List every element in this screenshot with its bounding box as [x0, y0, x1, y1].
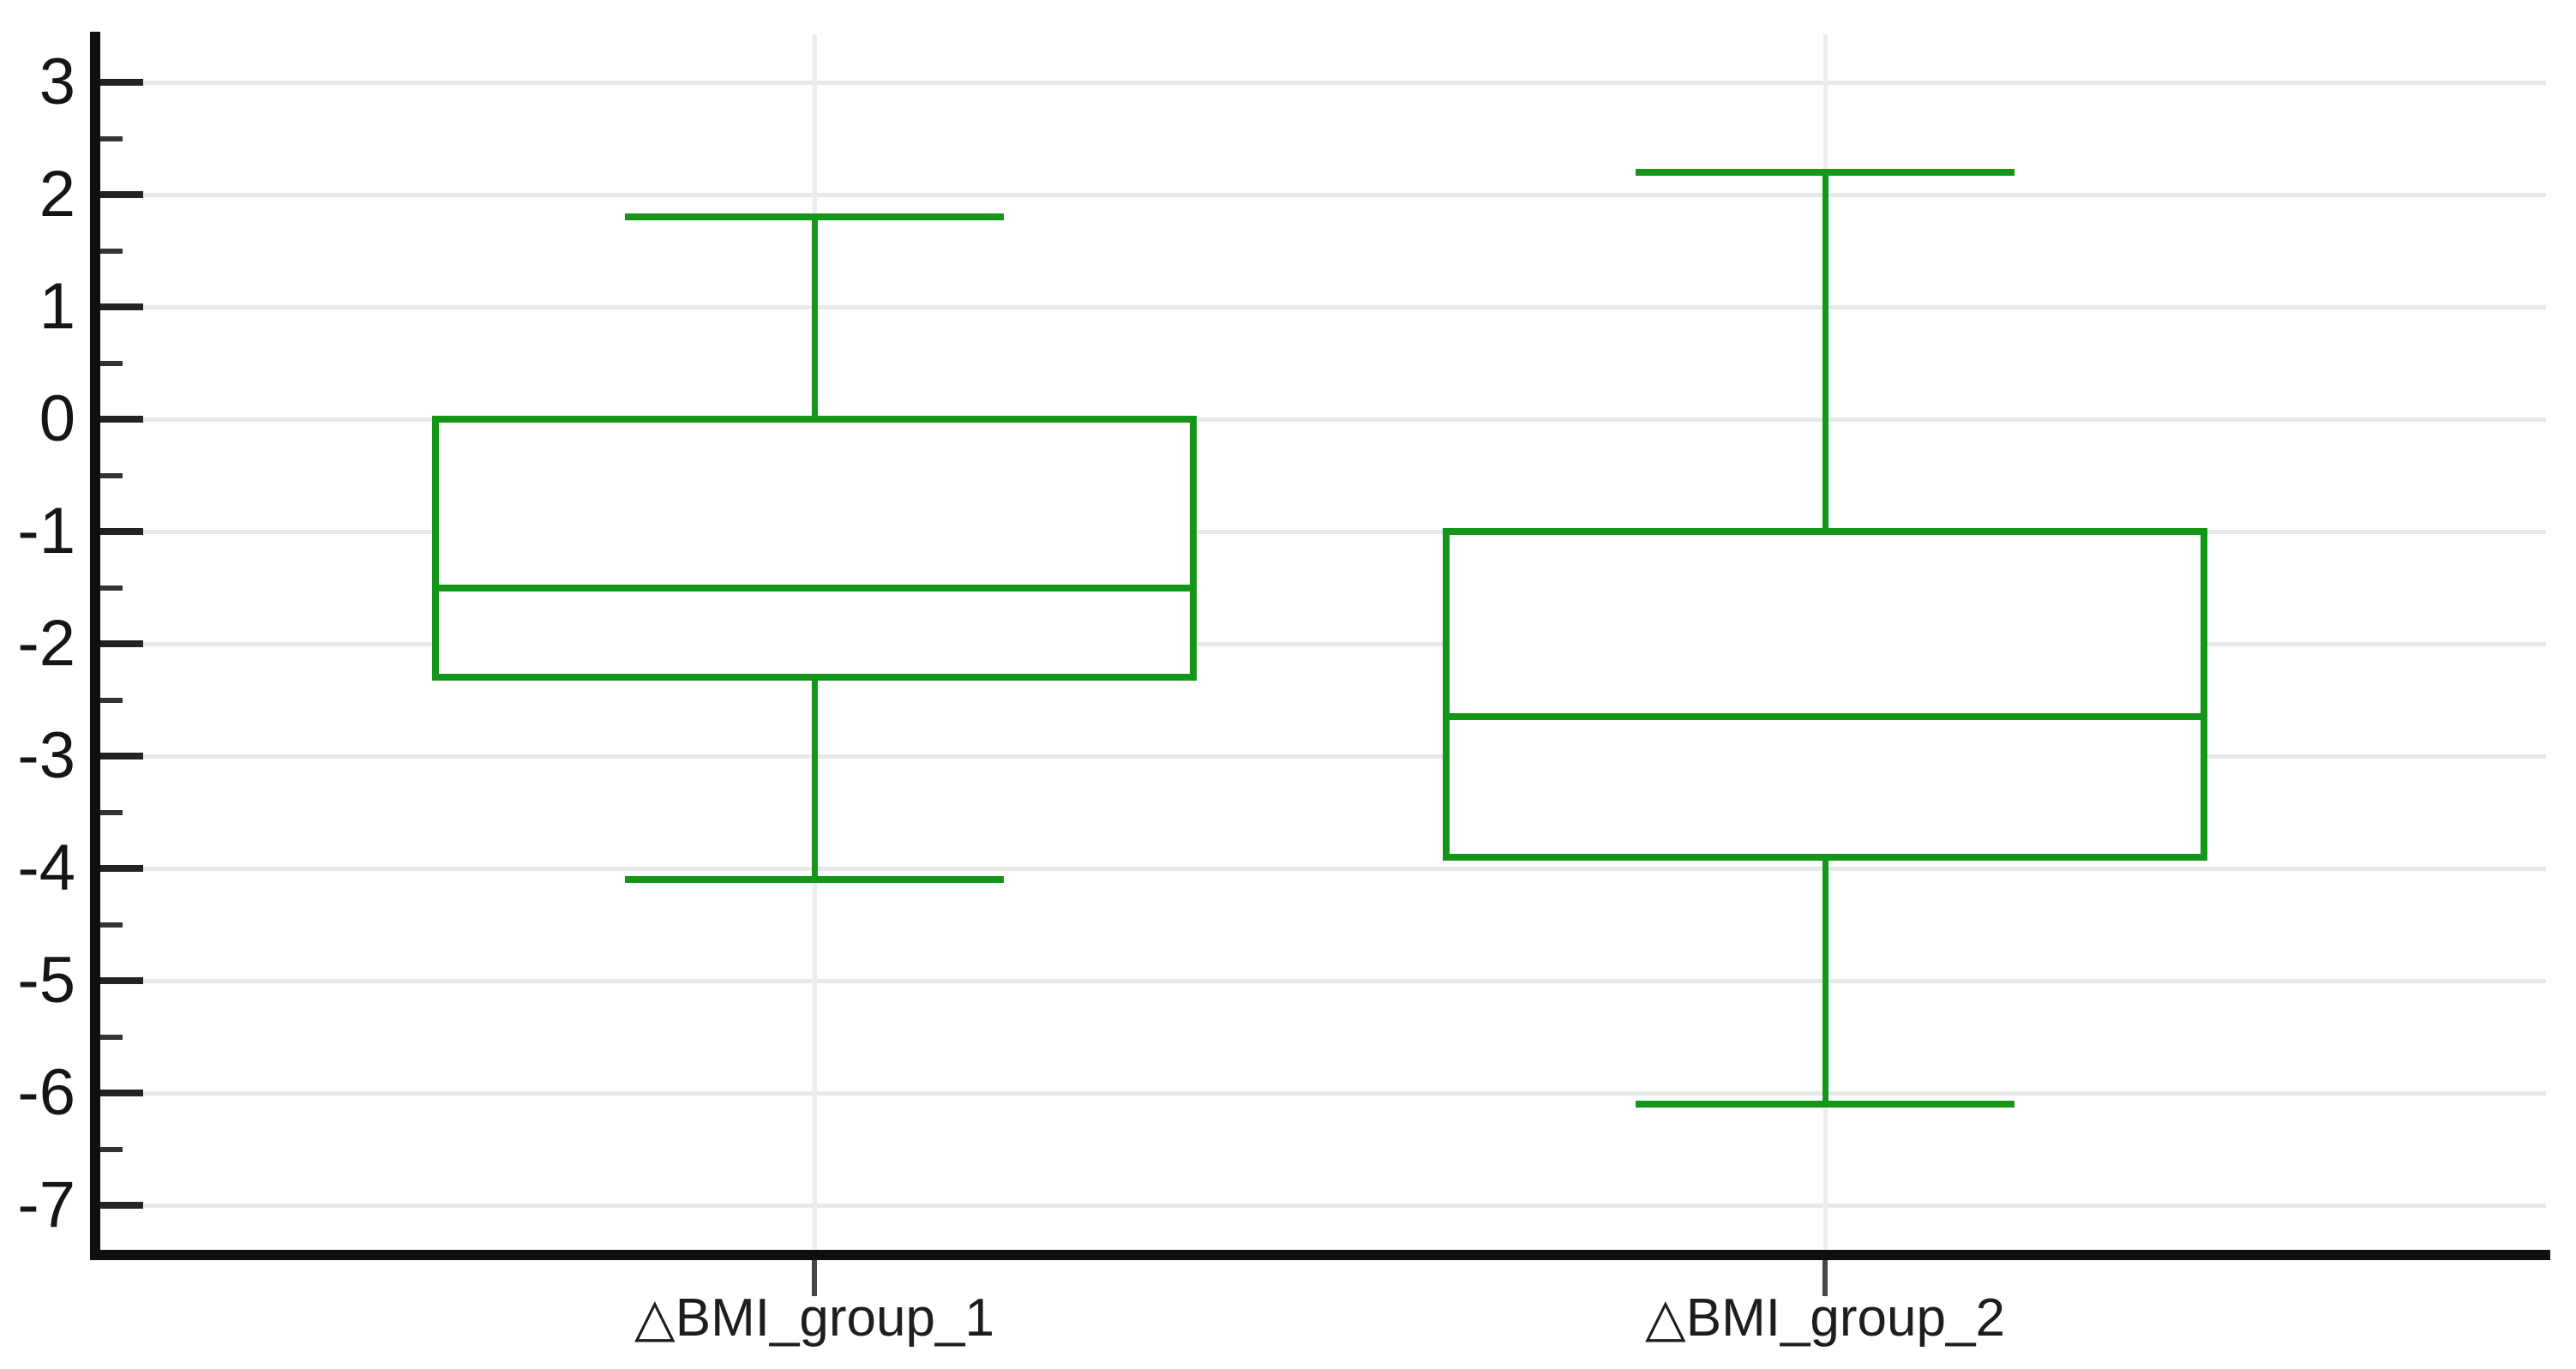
median-line	[1443, 713, 2207, 721]
x-axis-category-tick	[1822, 1260, 1828, 1296]
y-axis-tick-label: 2	[39, 158, 75, 231]
y-axis-tick-label: -5	[17, 944, 75, 1017]
y-axis-major-tick	[100, 528, 143, 535]
y-axis-minor-tick	[100, 585, 123, 591]
whisker-upper-cap	[1636, 168, 2015, 176]
whisker-upper-cap	[625, 213, 1004, 221]
iqr-box	[1443, 528, 2207, 861]
y-axis-tick-label: -7	[17, 1168, 75, 1241]
h-gridline	[100, 305, 2546, 309]
y-axis-tick-label: 1	[39, 270, 75, 343]
y-axis-minor-tick	[100, 809, 123, 815]
y-axis-minor-tick	[100, 360, 123, 366]
y-axis-major-tick	[100, 416, 143, 423]
y-axis-major-tick	[100, 303, 143, 310]
y-axis-major-tick	[100, 865, 143, 872]
x-axis-label-group-2: △BMI_group_2	[1645, 1288, 2005, 1348]
y-axis-minor-tick	[100, 1034, 123, 1040]
y-axis-major-tick	[100, 977, 143, 984]
y-axis-major-tick	[100, 640, 143, 647]
whisker-lower-stem	[812, 677, 818, 880]
median-line	[432, 584, 1197, 591]
y-axis-minor-tick	[100, 472, 123, 478]
h-gridline	[100, 979, 2546, 983]
h-gridline	[100, 530, 2546, 534]
h-gridline	[100, 754, 2546, 759]
y-axis-minor-tick	[100, 697, 123, 703]
h-gridline	[100, 642, 2546, 646]
h-gridline	[100, 193, 2546, 197]
y-axis-tick-label: -4	[17, 832, 75, 904]
y-axis-tick-label: 3	[39, 45, 75, 118]
y-axis-minor-tick	[100, 922, 123, 928]
x-axis-category-tick	[812, 1260, 817, 1296]
h-gridline	[100, 1091, 2546, 1096]
y-axis-major-tick	[100, 1090, 143, 1096]
whisker-lower-cap	[1636, 1101, 2015, 1108]
y-axis-tick-label: -2	[17, 607, 75, 680]
y-axis-major-tick	[100, 191, 143, 198]
h-gridline	[100, 867, 2546, 871]
y-axis-minor-tick	[100, 1146, 123, 1152]
x-axis-label-group-1: △BMI_group_1	[634, 1288, 994, 1348]
h-gridline	[100, 81, 2546, 85]
y-axis-major-tick	[100, 1202, 143, 1209]
y-axis-minor-tick	[100, 248, 123, 254]
y-axis-tick-label: -6	[17, 1056, 75, 1129]
y-axis-major-tick	[100, 79, 143, 86]
whisker-upper-stem	[1822, 171, 1828, 531]
iqr-box	[432, 416, 1197, 681]
y-axis-tick-label: 0	[39, 382, 75, 455]
whisker-upper-stem	[812, 217, 818, 419]
y-axis-major-tick	[100, 753, 143, 760]
h-gridline	[100, 1204, 2546, 1208]
y-axis-tick-label: -1	[17, 495, 75, 567]
h-gridline	[100, 417, 2546, 422]
whisker-lower-cap	[625, 876, 1004, 884]
x-axis-line	[90, 1250, 2550, 1260]
whisker-lower-stem	[1822, 856, 1828, 1105]
y-axis-line	[90, 32, 100, 1260]
y-axis-tick-label: -3	[17, 719, 75, 792]
y-axis-minor-tick	[100, 135, 123, 141]
